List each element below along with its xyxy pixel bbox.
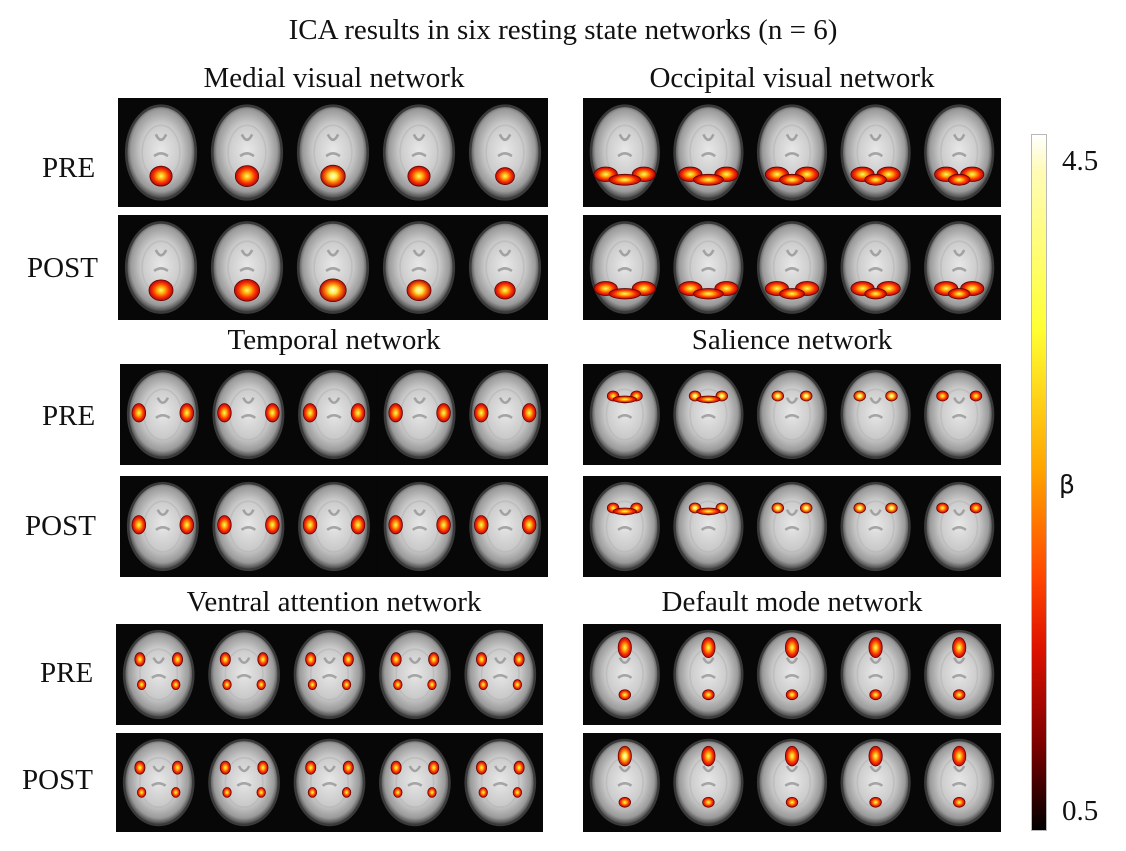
brain-slice xyxy=(290,215,376,320)
brain-slice xyxy=(376,476,463,577)
brain-slice xyxy=(917,364,1001,465)
brain-panel-ventral-attention-post xyxy=(116,733,543,832)
brain-slice xyxy=(116,733,202,832)
brain-panel-temporal-post xyxy=(120,476,548,577)
brain-slice xyxy=(750,624,834,725)
brain-slice xyxy=(750,364,834,465)
brain-slice xyxy=(201,733,287,832)
brain-slice xyxy=(462,215,548,320)
brain-slice xyxy=(833,364,918,465)
brain-slice xyxy=(462,98,548,207)
brain-slice xyxy=(372,733,458,832)
brain-slice xyxy=(376,98,462,207)
brain-slice xyxy=(833,476,918,577)
brain-slice xyxy=(666,98,751,207)
colorbar-max-label: 4.5 xyxy=(1062,145,1099,177)
brain-slice xyxy=(462,364,548,465)
brain-slice xyxy=(286,624,373,725)
brain-slice xyxy=(666,624,751,725)
row-label-pre: PRE xyxy=(42,400,96,432)
brain-slice xyxy=(376,364,463,465)
brain-slice xyxy=(291,364,377,465)
brain-slice xyxy=(201,624,287,725)
brain-slice xyxy=(204,215,290,320)
brain-slice xyxy=(583,476,667,577)
brain-panel-medial-visual-post xyxy=(118,215,548,320)
brain-panel-medial-visual-pre xyxy=(118,98,548,207)
brain-slice xyxy=(372,624,458,725)
brain-slice xyxy=(286,733,373,832)
brain-slice xyxy=(204,98,290,207)
brain-slice xyxy=(917,215,1001,320)
figure-title: ICA results in six resting state network… xyxy=(288,14,838,46)
brain-slice xyxy=(118,215,204,320)
network-title-salience: Salience network xyxy=(691,324,893,356)
brain-slice xyxy=(290,98,376,207)
brain-slice xyxy=(750,733,834,832)
row-label-pre: PRE xyxy=(40,657,94,689)
brain-slice xyxy=(291,476,377,577)
brain-slice xyxy=(666,364,751,465)
brain-slice xyxy=(917,476,1001,577)
network-title-default-mode: Default mode network xyxy=(661,586,923,618)
row-label-pre: PRE xyxy=(42,152,96,184)
brain-panel-salience-pre xyxy=(583,364,1001,465)
colorbar xyxy=(1031,134,1047,831)
brain-slice xyxy=(750,476,834,577)
brain-slice xyxy=(666,733,751,832)
brain-slice xyxy=(833,733,918,832)
brain-slice xyxy=(120,476,206,577)
brain-slice xyxy=(457,624,543,725)
colorbar-min-label: 0.5 xyxy=(1062,795,1099,827)
brain-slice xyxy=(750,98,834,207)
brain-panel-temporal-pre xyxy=(120,364,548,465)
brain-slice xyxy=(583,733,667,832)
brain-slice xyxy=(666,476,751,577)
brain-slice xyxy=(833,624,918,725)
colorbar-beta-symbol: β xyxy=(1059,470,1075,499)
brain-slice xyxy=(833,215,918,320)
brain-panel-occipital-visual-post xyxy=(583,215,1001,320)
brain-slice xyxy=(116,624,202,725)
brain-panel-ventral-attention-pre xyxy=(116,624,543,725)
brain-slice xyxy=(118,98,204,207)
brain-panel-default-mode-pre xyxy=(583,624,1001,725)
brain-slice xyxy=(666,215,751,320)
brain-slice xyxy=(917,624,1001,725)
brain-slice xyxy=(583,364,667,465)
brain-slice xyxy=(462,476,548,577)
row-label-post: POST xyxy=(27,252,98,284)
brain-slice xyxy=(376,215,462,320)
brain-slice xyxy=(583,98,667,207)
row-label-post: POST xyxy=(25,510,96,542)
brain-slice xyxy=(750,215,834,320)
network-title-medial-visual: Medial visual network xyxy=(203,62,465,94)
row-label-post: POST xyxy=(22,764,93,796)
brain-panel-occipital-visual-pre xyxy=(583,98,1001,207)
network-title-ventral-attention: Ventral attention network xyxy=(186,586,482,618)
brain-panel-default-mode-post xyxy=(583,733,1001,832)
network-title-temporal: Temporal network xyxy=(227,324,441,356)
brain-panel-salience-post xyxy=(583,476,1001,577)
brain-slice xyxy=(457,733,543,832)
brain-slice xyxy=(583,215,667,320)
brain-slice xyxy=(917,98,1001,207)
brain-slice xyxy=(917,733,1001,832)
brain-slice xyxy=(833,98,918,207)
brain-slice xyxy=(583,624,667,725)
brain-slice xyxy=(205,476,292,577)
network-title-occipital-visual: Occipital visual network xyxy=(649,62,935,94)
brain-slice xyxy=(205,364,292,465)
brain-slice xyxy=(120,364,206,465)
